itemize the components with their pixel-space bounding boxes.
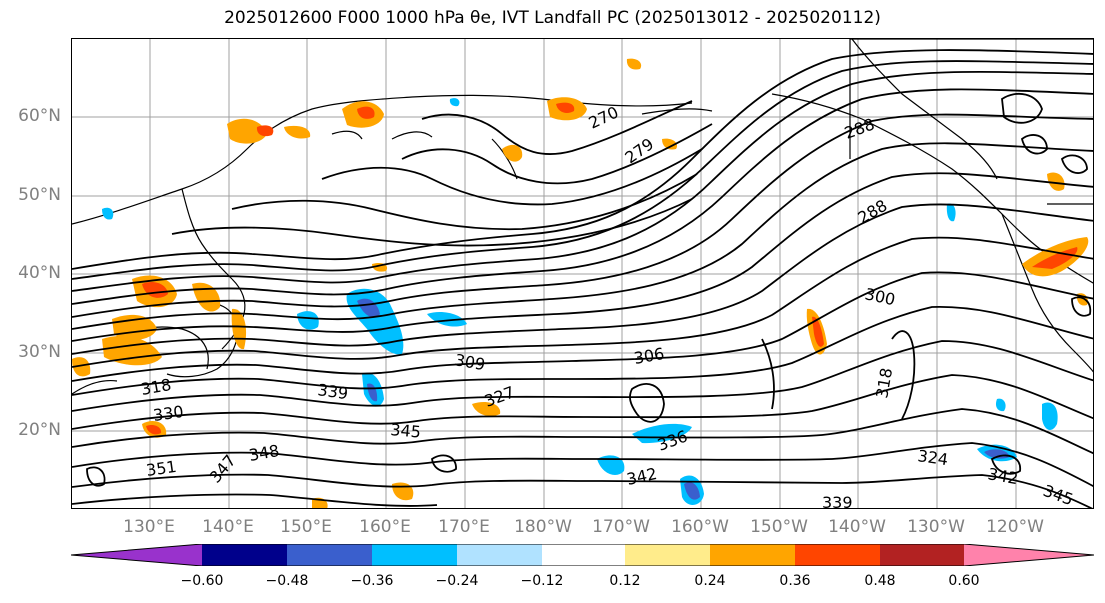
lon-label-140w: 140°W: [828, 517, 886, 537]
colorbar-tick: 0.12: [609, 573, 641, 589]
contour-label: 279: [621, 134, 657, 167]
colorbar-bin: [625, 544, 710, 566]
contour-label: 306: [632, 344, 665, 368]
contour-label: 288: [855, 196, 891, 228]
lon-label-160w: 160°W: [671, 517, 729, 537]
lat-label-50n: 50°N: [18, 185, 61, 205]
lat-label-60n: 60°N: [18, 106, 61, 126]
colorbar-tick: −0.60: [180, 573, 224, 589]
contour-label: 318: [872, 366, 896, 399]
colorbar-tick: 0.60: [948, 573, 980, 589]
lon-label-160e: 160°E: [359, 517, 411, 537]
contour-label: 348: [247, 441, 280, 465]
map-canvas: 270 279 288 288 300 306 309 318 318 324 …: [72, 39, 1093, 509]
lon-label-140e: 140°E: [202, 517, 254, 537]
colorbar-bin: [372, 544, 457, 566]
colorbar-bin: [710, 544, 795, 566]
lon-label-150w: 150°W: [750, 517, 808, 537]
contour-labels: 270 279 288 288 300 306 309 318 318 324 …: [139, 102, 1076, 509]
ivt-positive-regions: [72, 58, 1089, 508]
contour-label: 309: [453, 350, 486, 374]
colorbar-tick: −0.48: [265, 573, 309, 589]
colorbar: [71, 544, 1094, 566]
colorbar-tick: −0.24: [435, 573, 479, 589]
lon-label-150e: 150°E: [280, 517, 332, 537]
contour-label: 345: [390, 420, 422, 442]
lat-label-40n: 40°N: [18, 263, 61, 283]
contour-label: 339: [316, 380, 349, 403]
colorbar-tick: −0.12: [520, 573, 564, 589]
lon-label-170e: 170°E: [438, 517, 490, 537]
lon-label-130w: 130°W: [907, 517, 965, 537]
colorbar-bin: [287, 544, 372, 566]
contour-label: 300: [863, 284, 897, 309]
lat-label-30n: 30°N: [18, 342, 61, 362]
contour-label: 318: [139, 375, 172, 399]
lon-label-130e: 130°E: [123, 517, 175, 537]
contour-label: 288: [842, 114, 877, 142]
colorbar-tick: 0.24: [694, 573, 726, 589]
map-panel: 270 279 288 288 300 306 309 318 318 324 …: [71, 38, 1094, 509]
colorbar-bin: [795, 544, 880, 566]
colorbar-tick: 0.48: [864, 573, 896, 589]
lon-label-170w: 170°W: [592, 517, 650, 537]
theta-e-contours: [72, 49, 1093, 508]
contour-label: 342: [625, 464, 659, 489]
contour-label: 327: [482, 382, 517, 410]
colorbar-bin: [457, 544, 542, 566]
contour-label: 342: [986, 464, 1019, 488]
colorbar-tick: −0.36: [350, 573, 394, 589]
colorbar-bin: [880, 544, 964, 566]
graticule: [72, 39, 1093, 508]
contour-label: 324: [916, 446, 949, 469]
colorbar-tick: 0.36: [779, 573, 811, 589]
colorbar-extend-min: [71, 544, 202, 566]
contour-label: 351: [145, 457, 178, 480]
contour-label: 339: [822, 493, 853, 509]
contour-label: 345: [1041, 481, 1076, 509]
colorbar-bin: [542, 544, 625, 566]
contour-label: 330: [152, 402, 185, 425]
colorbar-bin: [202, 544, 287, 566]
contour-label: 270: [586, 102, 622, 132]
map-title: 2025012600 F000 1000 hPa θe, IVT Landfal…: [224, 8, 881, 28]
lat-label-20n: 20°N: [18, 420, 61, 440]
lon-label-180w: 180°W: [514, 517, 572, 537]
lon-label-120w: 120°W: [986, 517, 1044, 537]
colorbar-extend-max: [964, 544, 1094, 566]
contour-label: 347: [206, 451, 240, 487]
